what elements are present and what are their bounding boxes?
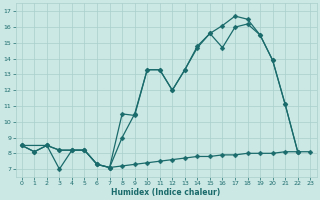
X-axis label: Humidex (Indice chaleur): Humidex (Indice chaleur) (111, 188, 221, 197)
